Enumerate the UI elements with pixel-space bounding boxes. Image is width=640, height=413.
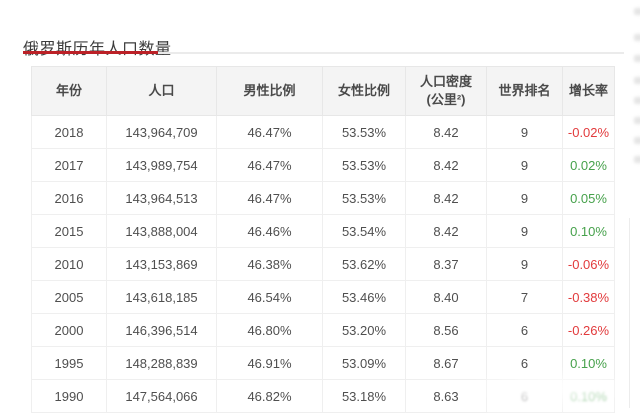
cell-world-rank: 9 [486, 115, 563, 149]
table-row: 2017 143,989,754 46.47% 53.53% 8.42 9 0.… [31, 148, 615, 182]
right-edge-artifact [634, 34, 640, 41]
cell-male-ratio: 46.47% [216, 181, 323, 215]
cell-population: 143,153,869 [106, 247, 217, 281]
cell-density: 8.40 [405, 280, 487, 314]
title-underline-rest [158, 52, 624, 54]
cell-male-ratio: 46.54% [216, 280, 323, 314]
cell-density: 8.42 [405, 181, 487, 215]
column-header-density: 人口密度 (公里²) [405, 66, 487, 116]
column-header-sublabel: (公里²) [426, 92, 466, 107]
cell-density: 8.56 [405, 313, 487, 347]
right-edge-artifact [634, 117, 640, 124]
cell-population: 146,396,514 [106, 313, 217, 347]
column-header-male-ratio: 男性比例 [216, 66, 323, 116]
column-header-world-rank: 世界排名 [486, 66, 563, 116]
cell-female-ratio: 53.53% [322, 115, 406, 149]
cell-male-ratio: 46.80% [216, 313, 323, 347]
right-edge-artifact [634, 77, 640, 84]
column-header-year: 年份 [31, 66, 107, 116]
cell-male-ratio: 46.47% [216, 115, 323, 149]
column-header-label: 增长率 [568, 83, 608, 99]
right-edge-artifact [634, 156, 640, 163]
table-row: 1995 148,288,839 46.91% 53.09% 8.67 6 0.… [31, 346, 615, 380]
column-header-population: 人口 [106, 66, 217, 116]
table-body: 2018 143,964,709 46.47% 53.53% 8.42 9 -0… [31, 115, 615, 413]
page-title: 俄罗斯历年人口数量 [23, 40, 172, 58]
cell-world-rank: 6 [486, 313, 563, 347]
cell-growth-rate: 0.02% [562, 148, 615, 182]
cell-year: 2018 [31, 115, 107, 149]
cell-male-ratio: 46.47% [216, 148, 323, 182]
cell-world-rank: 9 [486, 181, 563, 215]
cell-density: 8.42 [405, 115, 487, 149]
cell-year: 2015 [31, 214, 107, 248]
cell-female-ratio: 53.53% [322, 148, 406, 182]
table-row: 2015 143,888,004 46.46% 53.54% 8.42 9 0.… [31, 214, 615, 248]
column-header-label: 人口 [148, 83, 175, 99]
cell-growth-rate: 0.10% [562, 346, 615, 380]
table-row: 2005 143,618,185 46.54% 53.46% 8.40 7 -0… [31, 280, 615, 314]
column-header-female-ratio: 女性比例 [322, 66, 406, 116]
column-header-growth-rate: 增长率 [562, 66, 615, 116]
cell-growth-rate: 0.10% [562, 214, 615, 248]
column-header-label: 男性比例 [243, 83, 296, 99]
right-edge-artifact [634, 8, 640, 15]
cell-density: 8.37 [405, 247, 487, 281]
cell-world-rank: 9 [486, 214, 563, 248]
column-header-label: 人口密度 [419, 74, 472, 90]
cell-world-rank: 7 [486, 280, 563, 314]
cell-population: 143,964,709 [106, 115, 217, 149]
cell-male-ratio: 46.38% [216, 247, 323, 281]
cell-population: 143,618,185 [106, 280, 217, 314]
cell-year: 2005 [31, 280, 107, 314]
cell-density: 8.42 [405, 148, 487, 182]
cell-female-ratio: 53.46% [322, 280, 406, 314]
column-header-label: 年份 [55, 83, 82, 99]
table-row: 2000 146,396,514 46.80% 53.20% 8.56 6 -0… [31, 313, 615, 347]
table-row: 2016 143,964,513 46.47% 53.53% 8.42 9 0.… [31, 181, 615, 215]
right-edge-artifact [634, 137, 640, 144]
column-header-label: 世界排名 [498, 83, 551, 99]
cell-male-ratio: 46.91% [216, 346, 323, 380]
cell-female-ratio: 53.53% [322, 181, 406, 215]
title-underline-accent [23, 51, 158, 54]
cell-female-ratio: 53.62% [322, 247, 406, 281]
cell-year: 2016 [31, 181, 107, 215]
cell-growth-rate: -0.06% [562, 247, 615, 281]
cell-population: 143,989,754 [106, 148, 217, 182]
cell-population: 148,288,839 [106, 346, 217, 380]
cell-year: 1990 [31, 379, 107, 413]
cell-growth-rate: -0.38% [562, 280, 615, 314]
right-edge-panel-border [629, 218, 630, 408]
right-edge-artifact [634, 55, 640, 62]
cell-growth-rate: -0.26% [562, 313, 615, 347]
table-row: 2010 143,153,869 46.38% 53.62% 8.37 9 -0… [31, 247, 615, 281]
cell-growth-rate: -0.02% [562, 115, 615, 149]
right-edge-artifact [634, 97, 640, 104]
cell-world-rank: 9 [486, 247, 563, 281]
cell-year: 2017 [31, 148, 107, 182]
cell-female-ratio: 53.54% [322, 214, 406, 248]
cell-female-ratio: 53.20% [322, 313, 406, 347]
cell-population: 143,964,513 [106, 181, 217, 215]
cell-year: 2000 [31, 313, 107, 347]
table-header-row: 年份 人口 男性比例 女性比例 人口密度 (公里²) 世界排名 增长率 [31, 66, 615, 116]
cell-year: 2010 [31, 247, 107, 281]
cell-male-ratio: 46.46% [216, 214, 323, 248]
cell-world-rank: 6 [486, 346, 563, 380]
cell-density: 8.42 [405, 214, 487, 248]
cell-growth-rate: 0.05% [562, 181, 615, 215]
population-table: 年份 人口 男性比例 女性比例 人口密度 (公里²) 世界排名 增长率 2018… [31, 66, 615, 413]
cell-world-rank: 9 [486, 148, 563, 182]
column-header-label: 女性比例 [337, 83, 390, 99]
table-row: 2018 143,964,709 46.47% 53.53% 8.42 9 -0… [31, 115, 615, 149]
cell-population: 143,888,004 [106, 214, 217, 248]
cell-density: 8.67 [405, 346, 487, 380]
cell-year: 1995 [31, 346, 107, 380]
cell-female-ratio: 53.09% [322, 346, 406, 380]
